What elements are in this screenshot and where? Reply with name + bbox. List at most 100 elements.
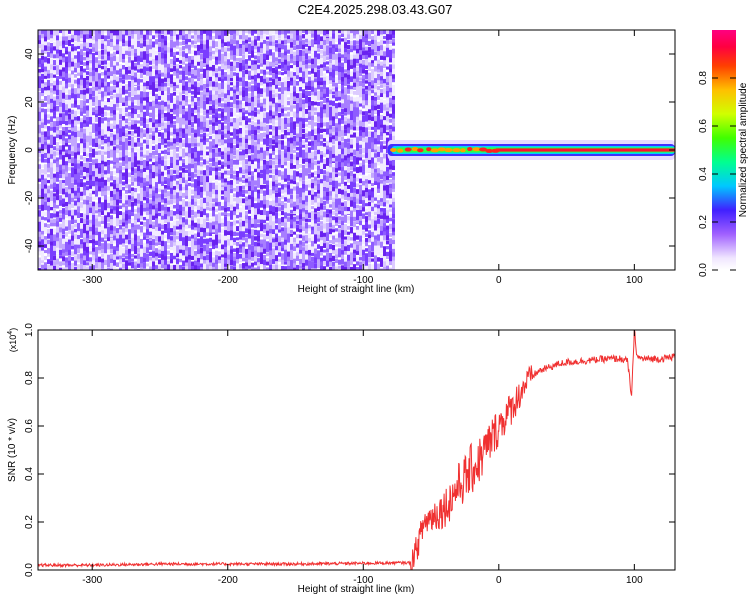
spectrogram-noise-cell: [245, 129, 248, 134]
spectrogram-noise-cell: [68, 51, 71, 59]
spectrogram-noise-cell: [155, 39, 158, 47]
spectrogram-noise-cell: [101, 215, 104, 221]
spectrogram-noise-cell: [293, 75, 296, 83]
spectrogram-noise-cell: [194, 143, 197, 147]
spectrogram-noise-cell: [314, 111, 317, 115]
spectrogram-noise-cell: [50, 122, 53, 130]
spectrogram-noise-cell: [254, 70, 257, 77]
spectrogram-noise-cell: [266, 252, 269, 257]
spectrogram-noise-cell: [167, 169, 170, 175]
spectrogram-noise-cell: [242, 36, 245, 40]
spectrogram-noise-cell: [227, 195, 230, 204]
spectrogram-noise-cell: [239, 191, 242, 197]
spectrogram-noise-cell: [248, 155, 251, 162]
spectrogram-noise-cell: [326, 45, 329, 53]
spectrogram-noise-cell: [278, 192, 281, 197]
spectrogram-noise-cell: [128, 258, 131, 264]
spectrogram-noise-cell: [215, 99, 218, 108]
spectrogram-noise-cell: [203, 256, 206, 264]
spectrogram-noise-cell: [152, 162, 155, 166]
spectrogram-noise-cell: [134, 56, 137, 62]
spectrogram-noise-cell: [92, 171, 95, 180]
spectrogram-noise-cell: [50, 195, 53, 203]
spectrogram-noise-cell: [266, 216, 269, 221]
spectrogram-noise-cell: [140, 182, 143, 188]
spectrogram-noise-cell: [185, 128, 188, 133]
spectrogram-noise-cell: [182, 66, 185, 72]
spectrogram-noise-cell: [275, 117, 278, 121]
spectrogram-noise-cell: [104, 96, 107, 100]
spectrogram-noise-cell: [83, 133, 86, 143]
spectrogram-noise-cell: [197, 146, 200, 151]
spectrogram-noise-cell: [266, 40, 269, 49]
spectrogram-noise-cell: [149, 203, 152, 210]
spectrogram-noise-cell: [284, 39, 287, 45]
spectrogram-noise-cell: [152, 135, 155, 143]
spectrogram-noise-cell: [173, 134, 176, 140]
spectrogram-noise-cell: [314, 196, 317, 206]
spectrogram-noise-cell: [131, 162, 134, 168]
spectrogram-noise-cell: [95, 86, 98, 94]
spectrogram-noise-cell: [194, 86, 197, 94]
spectrogram-noise-cell: [218, 39, 221, 46]
spectrogram-noise-cell: [314, 248, 317, 255]
spectrogram-noise-cell: [140, 30, 143, 39]
spectrogram-noise-cell: [44, 268, 47, 270]
spectrogram-noise-cell: [38, 204, 41, 210]
spectrogram-noise-cell: [185, 133, 188, 141]
spectrogram-noise-cell: [320, 96, 323, 100]
spectrogram-noise-cell: [65, 210, 68, 216]
spectrogram-noise-cell: [206, 151, 209, 156]
spectrogram-noise-cell: [302, 71, 305, 77]
spectrogram-noise-cell: [254, 164, 257, 171]
spectrogram-noise-cell: [86, 105, 89, 113]
spectrogram-noise-cell: [86, 172, 89, 178]
spectrogram-noise-cell: [236, 164, 239, 169]
spectrogram-noise-cell: [317, 116, 320, 122]
spectrogram-noise-cell: [221, 155, 224, 160]
spectrogram-noise-cell: [281, 134, 284, 140]
spectrogram-noise-cell: [278, 197, 281, 206]
spectrogram-noise-cell: [65, 220, 68, 228]
spectrogram-noise-cell: [224, 42, 227, 47]
spectrogram-noise-cell: [170, 205, 173, 210]
spectrogram-noise-cell: [86, 266, 89, 270]
spectrogram-noise-cell: [299, 86, 302, 92]
spectrogram-noise-cell: [170, 132, 173, 136]
spectrogram-noise-cell: [278, 87, 281, 92]
spectrogram-noise-cell: [230, 39, 233, 48]
spectrogram-noise-cell: [233, 211, 236, 217]
spectrogram-noise-cell: [59, 261, 62, 267]
spectrogram-noise-cell: [83, 265, 86, 270]
spectrogram-noise-cell: [164, 210, 167, 218]
spectrogram-noise-cell: [137, 242, 140, 247]
spectrogram-noise-cell: [125, 118, 128, 124]
spectrogram-noise-cell: [131, 243, 134, 249]
spectrogram-noise-cell: [254, 130, 257, 136]
spectrogram-noise-cell: [59, 232, 62, 238]
spectrogram-noise-cell: [92, 186, 95, 192]
spectrogram-noise-cell: [323, 80, 326, 88]
spectrogram-noise-cell: [317, 217, 320, 223]
spectrogram-noise-cell: [230, 194, 233, 203]
spectrogram-noise-cell: [311, 199, 314, 205]
spectrogram-noise-cell: [236, 170, 239, 180]
spectrogram-noise-cell: [86, 48, 89, 53]
spectrogram-noise-cell: [209, 76, 212, 82]
spectrogram-noise-cell: [290, 92, 293, 100]
spectrogram-noise-cell: [341, 30, 344, 36]
spectrogram-noise-cell: [44, 75, 47, 79]
spectrogram-noise-cell: [71, 182, 74, 188]
spectrogram-noise-cell: [302, 268, 305, 270]
spectrogram-noise-cell: [182, 182, 185, 190]
spectrogram-noise-cell: [125, 144, 128, 152]
spectrogram-noise-cell: [227, 189, 230, 198]
spectrogram-noise-cell: [137, 224, 140, 230]
spectrogram-noise-cell: [137, 30, 140, 39]
spectrogram-noise-cell: [158, 183, 161, 191]
spectrogram-noise-cell: [344, 98, 347, 107]
spectrogram-noise-cell: [182, 167, 185, 174]
spectrogram-noise-cell: [281, 34, 284, 43]
spectrogram-noise-cell: [329, 181, 332, 186]
spectrogram-noise-cell: [47, 205, 50, 213]
